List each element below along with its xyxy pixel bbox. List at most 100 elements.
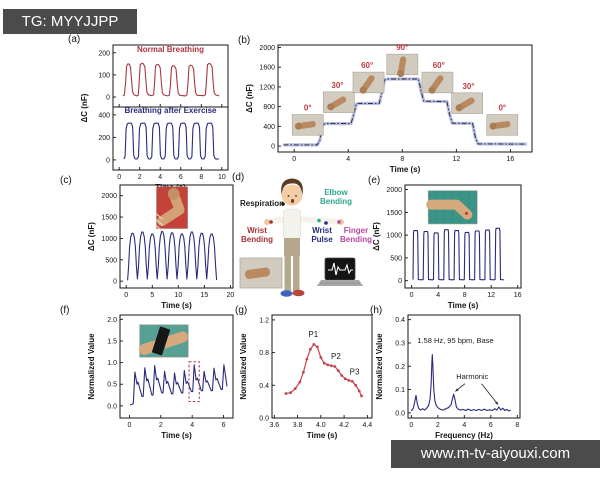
- y-tick-label: 200: [98, 50, 110, 57]
- annotation-text: Breathing after Exercise: [124, 106, 217, 115]
- y-tick-label: 1500: [386, 210, 402, 217]
- axes-frame: [407, 314, 521, 419]
- y-tick-label: 0.3: [395, 340, 405, 347]
- annotation-arrow: [481, 383, 499, 405]
- y-tick-label: 0.4: [259, 383, 269, 390]
- y-tick-label: 1.2: [259, 317, 269, 324]
- inset-photo-elbow-red: [156, 186, 188, 232]
- y-axis-label: ΔC (nF): [80, 93, 89, 122]
- y-tick-label: 0.0: [259, 416, 269, 423]
- y-tick-label: 1.5: [107, 338, 117, 345]
- series-single-pulse: [285, 343, 363, 397]
- x-axis-label: Time (s): [307, 431, 338, 440]
- x-tick-label: 3.8: [293, 422, 303, 429]
- x-tick-label: 10: [174, 292, 182, 299]
- cartoon-person: [239, 178, 363, 297]
- x-tick-label: 12: [452, 156, 460, 163]
- x-tick-label: 4.0: [316, 422, 326, 429]
- inset-photo-wristband-teal: [138, 324, 189, 358]
- label-respiration: Respiration: [239, 199, 284, 208]
- chart-h-fft: 0 2 4 6 8 0.0 0.1 0.2 0.3 0.4 Frequency (Hz) Normal…: [375, 314, 521, 440]
- chart-f-wrist-pulse: 0 2 4 6 0.0 0.5 1.0 1.5 2.0 Time (s) Normalized Va…: [87, 314, 234, 440]
- axes-frame: [404, 184, 522, 289]
- x-tick-label: 16: [506, 156, 514, 163]
- annotation-text: Normal Breathing: [137, 45, 204, 54]
- y-tick-label: 400: [98, 112, 110, 119]
- laptop-icon: [317, 257, 363, 286]
- x-tick-label: 15: [200, 292, 208, 299]
- inset-photo-finger-gray: [486, 114, 519, 136]
- series-pulse-fft: [410, 354, 511, 412]
- chart-e-wrist: 0 4 8 12 16 0 500 1000 1500 2000 Time (s) ΔC (nF): [372, 184, 522, 310]
- inset-photo-finger-gray: [352, 71, 385, 94]
- x-axis-label: Frequency (Hz): [435, 431, 493, 440]
- panel-b: (b) 0 4 8 12 16 0 400 800 1200 1600 2000 Time (s) ΔC…: [238, 33, 542, 187]
- y-tick-label: 0.8: [259, 350, 269, 357]
- label-finger-bending: Finger Bending: [340, 226, 372, 244]
- panel-label-g: (g): [235, 305, 248, 316]
- annotation-text: 1.58 Hz, 95 bpm, Base: [417, 336, 493, 345]
- y-tick-label: 2000: [101, 193, 117, 200]
- x-tick-label: 12: [487, 292, 495, 299]
- x-tick-label: 2: [138, 174, 142, 181]
- chart-c-elbow: 0 5 10 15 20 0 500 1000 1500 2000 Time (s) ΔC (nF): [87, 184, 234, 310]
- chart-g-single-pulse: 3.6 3.8 4.0 4.2 4.4 0.0 0.4 0.8 1.2 Time (s) Norma…: [239, 314, 373, 440]
- x-tick-label: 6: [179, 174, 183, 181]
- y-axis-label: Normalized Value: [375, 333, 384, 400]
- annotation-text: 0°: [304, 104, 312, 113]
- y-tick-label: 1600: [259, 65, 275, 72]
- x-tick-label: 2: [436, 422, 440, 429]
- y-tick-label: 1000: [386, 233, 402, 240]
- x-tick-label: 3.6: [269, 422, 279, 429]
- y-tick-label: 0.5: [107, 382, 117, 389]
- y-tick-label: 200: [98, 135, 110, 142]
- x-tick-label: 8: [400, 156, 404, 163]
- y-tick-label: 2000: [259, 45, 275, 52]
- panel-label-a: (a): [68, 34, 81, 45]
- y-tick-label: 0.1: [395, 387, 405, 394]
- sensor-dots: [269, 202, 341, 225]
- y-tick-label: 1500: [101, 215, 117, 222]
- x-tick-label: 0: [127, 422, 131, 429]
- y-tick-label: 500: [105, 257, 117, 264]
- annotation-text: 90°: [396, 43, 408, 52]
- x-tick-label: 10: [218, 174, 226, 181]
- y-axis-label: ΔC (nF): [372, 222, 381, 251]
- x-tick-label: 20: [226, 292, 234, 299]
- panel-label-f: (f): [60, 305, 70, 316]
- x-axis-label: Time (s): [390, 165, 421, 174]
- y-tick-label: 0.0: [395, 410, 405, 417]
- y-tick-label: 1.0: [107, 360, 117, 367]
- panel-d: (d): [228, 172, 380, 318]
- label-elbow-bending: Elbow Bending: [320, 188, 352, 206]
- panel-label-b: (b): [238, 35, 251, 46]
- axes-frame: [119, 314, 234, 419]
- annotation-text: P3: [350, 368, 360, 377]
- inset-photo-hand: [239, 257, 283, 289]
- axes-frame: [271, 314, 373, 419]
- annotation-text: 60°: [433, 61, 445, 70]
- y-tick-label: 1000: [101, 236, 117, 243]
- watermark-site: www.m-tv-aiyouxi.com: [391, 440, 600, 468]
- annotation-text: 0°: [498, 104, 506, 113]
- panel-label-e: (e): [368, 175, 381, 186]
- x-tick-label: 0: [409, 422, 413, 429]
- axes-frame: [277, 44, 533, 153]
- y-tick-label: 800: [263, 104, 275, 111]
- y-tick-label: 400: [263, 124, 275, 131]
- x-tick-label: 0: [124, 292, 128, 299]
- series-finger-bending-steps-dash: [283, 78, 527, 146]
- series-elbow-bending: [127, 231, 218, 281]
- annotation-text: P2: [331, 352, 341, 361]
- x-tick-label: 4: [462, 422, 466, 429]
- y-tick-label: 0: [398, 278, 402, 285]
- x-tick-label: 4: [190, 422, 194, 429]
- x-tick-label: 4.2: [339, 422, 349, 429]
- y-tick-label: 100: [98, 72, 110, 79]
- panel-f: (f) 0 2 4 6 0.0 0.5 1.0 1.5 2.0 Time (s) Normalize…: [55, 303, 240, 453]
- x-axis-label: Time (s): [161, 431, 192, 440]
- label-wrist-bending: Wrist Bending: [241, 226, 273, 244]
- x-tick-label: 4: [436, 292, 440, 299]
